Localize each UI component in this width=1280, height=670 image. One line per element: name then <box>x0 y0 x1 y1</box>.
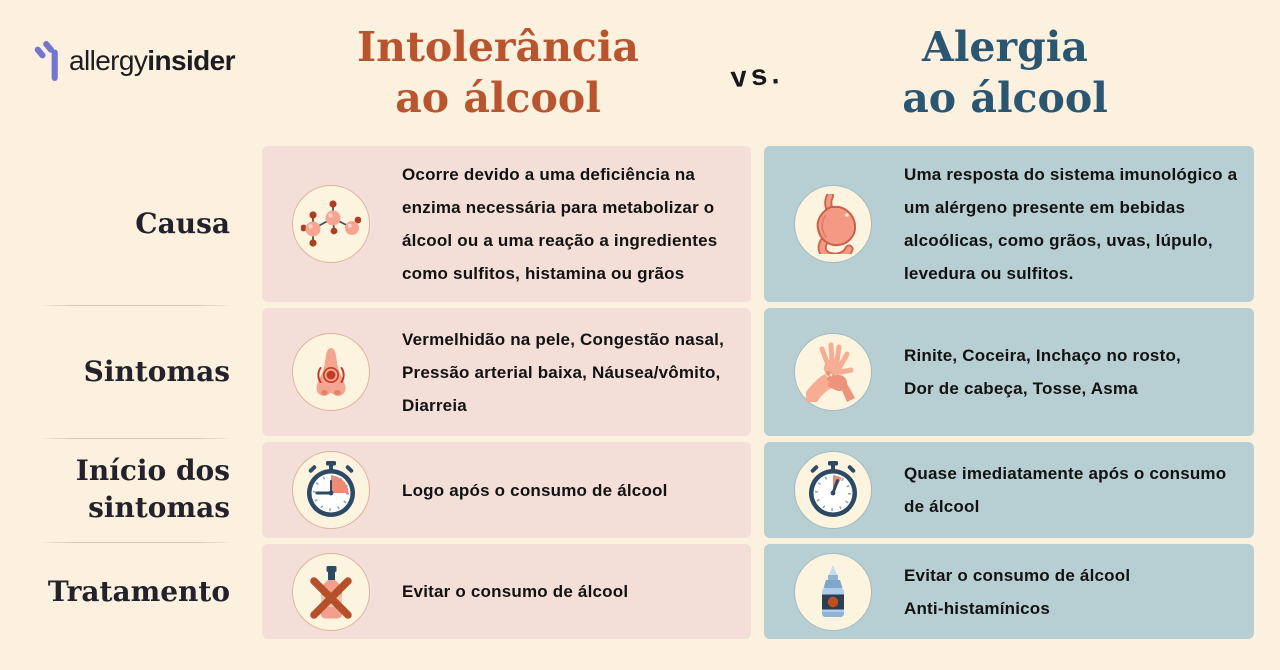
causa-allergy-text: Uma resposta do sistema imunológico a um… <box>904 165 1238 283</box>
brand-logo: allergyinsider <box>34 40 236 82</box>
tratamento-intolerance-text: Evitar o consumo de álcool <box>402 582 629 601</box>
stopwatch-icon <box>292 451 370 529</box>
label-divider <box>38 305 232 306</box>
antibody-icon <box>34 41 58 81</box>
brand-name-bold: insider <box>147 45 235 76</box>
sintomas-intolerance-cell: Vermelhidão na pele, Congestão nasal, Pr… <box>262 308 751 436</box>
irritated-nose-icon <box>292 333 370 411</box>
sintomas-allergy-cell: Rinite, Coceira, Inchaço no rosto, Dor d… <box>764 308 1254 436</box>
label-divider <box>38 438 232 439</box>
tratamento-allergy-cell: Evitar o consumo de álcool Anti-histamín… <box>764 544 1254 639</box>
stopwatch-icon <box>794 451 872 529</box>
label-divider <box>38 542 232 543</box>
allergy-title: Alergia ao álcool <box>902 23 1108 122</box>
row-label-tratamento: Tratamento <box>47 575 230 608</box>
brand-name: allergyinsider <box>69 45 236 77</box>
sintomas-intolerance-text: Vermelhidão na pele, Congestão nasal, Pr… <box>402 329 724 415</box>
tratamento-intolerance-cell: Evitar o consumo de álcool <box>262 544 751 639</box>
inicio-intolerance-cell: Logo após o consumo de álcool <box>262 442 751 538</box>
brand-name-light: allergy <box>69 45 148 76</box>
no-alcohol-icon <box>292 552 370 631</box>
scratching-hands-icon <box>794 333 872 411</box>
inicio-allergy-text: Quase imediatamente após o consumo de ál… <box>904 464 1227 516</box>
antihistamine-drops-icon <box>794 552 872 631</box>
sintomas-allergy-text: Rinite, Coceira, Inchaço no rosto, Dor d… <box>904 346 1181 398</box>
row-label-inicio: Início dos sintomas <box>75 454 230 524</box>
causa-intolerance-text: Ocorre devido a uma deficiência na enzim… <box>402 165 718 283</box>
causa-intolerance-cell: Ocorre devido a uma deficiência na enzim… <box>262 146 751 302</box>
intolerance-title: Intolerância ao álcool <box>356 23 639 122</box>
row-label-causa: Causa <box>135 207 230 240</box>
row-label-sintomas: Sintomas <box>83 355 230 388</box>
causa-allergy-cell: Uma resposta do sistema imunológico a um… <box>764 146 1254 302</box>
vs-label: vs. <box>729 57 785 95</box>
molecule-icon <box>292 185 370 263</box>
inicio-allergy-cell: Quase imediatamente após o consumo de ál… <box>764 442 1254 538</box>
stomach-icon <box>794 185 872 263</box>
tratamento-allergy-text: Evitar o consumo de álcool Anti-histamín… <box>904 565 1131 618</box>
inicio-intolerance-text: Logo após o consumo de álcool <box>402 480 668 500</box>
